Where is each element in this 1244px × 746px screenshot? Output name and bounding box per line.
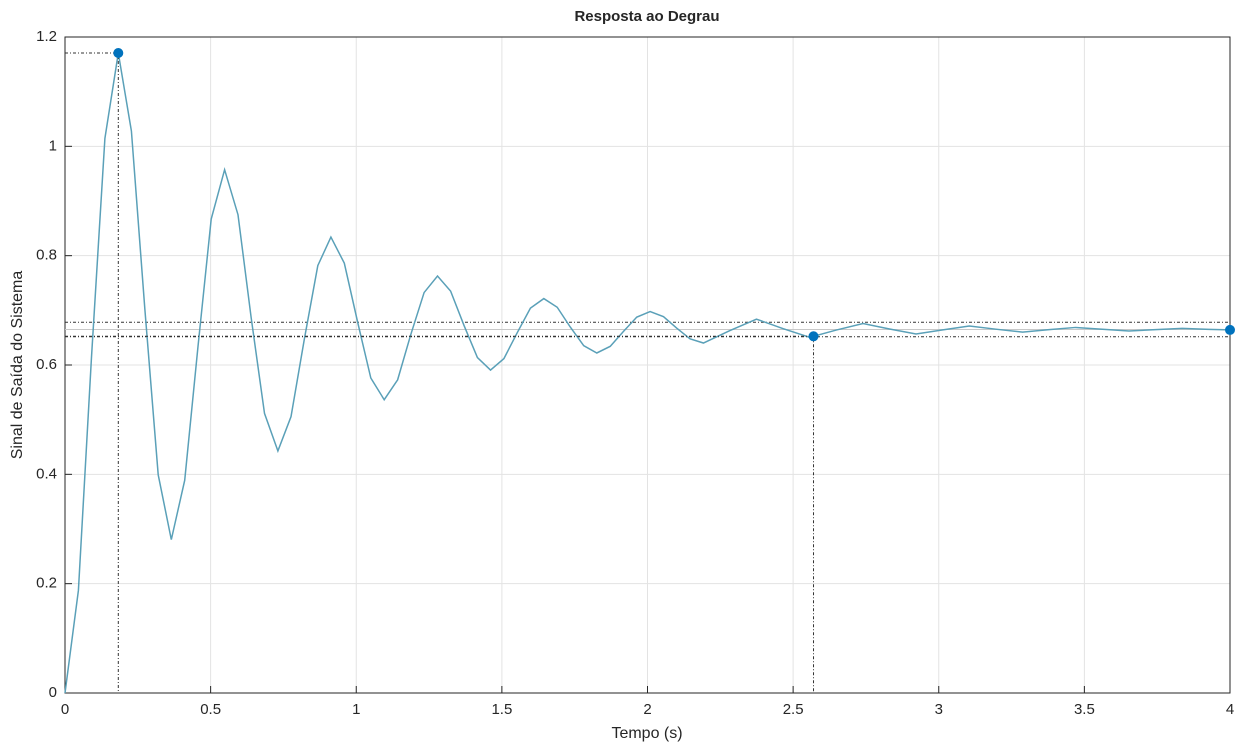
x-tick-label: 2 xyxy=(643,701,651,718)
x-tick-label: 0.5 xyxy=(200,701,221,718)
x-tick-label: 3 xyxy=(935,701,943,718)
x-tick-label: 3.5 xyxy=(1074,701,1095,718)
chart-title: Resposta ao Degrau xyxy=(574,8,719,25)
marker xyxy=(113,48,124,59)
x-tick-label: 4 xyxy=(1226,701,1234,718)
response-line xyxy=(64,52,1231,694)
marker xyxy=(1225,324,1235,335)
y-tick-label: 1.2 xyxy=(36,28,57,45)
y-tick-label: 0.6 xyxy=(36,356,57,373)
y-tick-label: 1 xyxy=(49,137,57,154)
y-tick-label: 0 xyxy=(49,684,57,701)
x-tick-label: 0 xyxy=(61,701,69,718)
y-tick-label: 0.4 xyxy=(36,465,57,482)
x-tick-label: 1.5 xyxy=(491,701,512,718)
x-axis-label: Tempo (s) xyxy=(611,725,682,742)
x-tick-label: 2.5 xyxy=(783,701,804,718)
plot-frame xyxy=(64,36,1231,694)
x-tick-label: 1 xyxy=(352,701,360,718)
marker xyxy=(808,331,819,342)
y-tick-label: 0.2 xyxy=(36,575,57,592)
y-tick-label: 0.8 xyxy=(36,247,57,264)
y-axis-label: Sinal de Saída do Sistema xyxy=(9,271,26,460)
